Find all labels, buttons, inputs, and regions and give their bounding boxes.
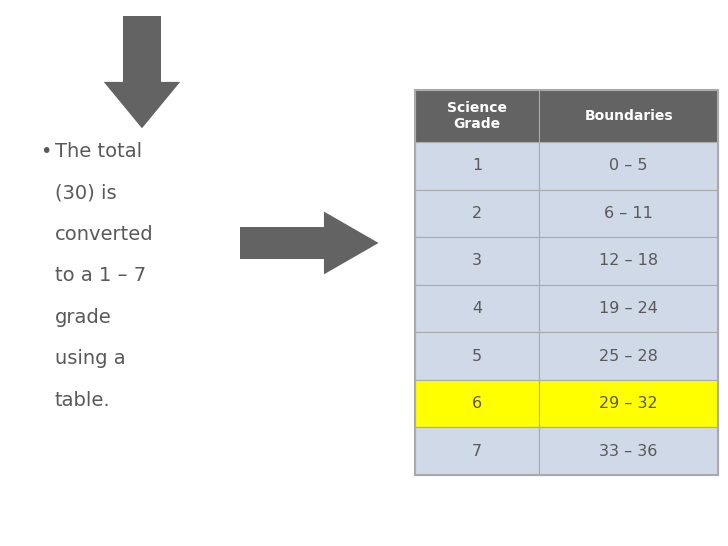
Text: 6 – 11: 6 – 11 <box>604 206 653 221</box>
Text: 29 – 32: 29 – 32 <box>599 396 658 411</box>
Text: 12 – 18: 12 – 18 <box>599 253 658 269</box>
Polygon shape <box>324 211 379 274</box>
Text: 7: 7 <box>472 444 482 459</box>
Bar <box>415 237 539 284</box>
Text: Boundaries: Boundaries <box>585 109 673 123</box>
Polygon shape <box>104 82 181 128</box>
Polygon shape <box>123 16 161 82</box>
Text: 4: 4 <box>472 301 482 316</box>
Polygon shape <box>240 227 324 259</box>
Text: 5: 5 <box>472 348 482 364</box>
Text: 25 – 28: 25 – 28 <box>599 348 658 364</box>
Bar <box>539 333 718 380</box>
Text: The total: The total <box>55 142 142 161</box>
Bar <box>539 237 718 284</box>
Bar <box>539 189 718 237</box>
Bar <box>415 142 539 189</box>
Text: converted: converted <box>55 225 153 244</box>
Text: 33 – 36: 33 – 36 <box>599 444 658 459</box>
Text: table.: table. <box>55 391 110 410</box>
Text: grade: grade <box>55 308 111 327</box>
Bar <box>415 284 539 333</box>
Text: 1: 1 <box>472 158 482 173</box>
Bar <box>415 90 539 142</box>
Bar <box>415 380 539 428</box>
Bar <box>415 189 539 237</box>
Bar <box>539 284 718 333</box>
Bar <box>415 90 718 475</box>
Text: 3: 3 <box>472 253 482 269</box>
Text: using a: using a <box>55 349 125 369</box>
Text: 2: 2 <box>472 206 482 221</box>
Text: to a 1 – 7: to a 1 – 7 <box>55 266 146 286</box>
Bar <box>415 333 539 380</box>
Bar <box>415 428 539 475</box>
Text: (30) is: (30) is <box>55 183 116 203</box>
Text: 6: 6 <box>472 396 482 411</box>
Text: •: • <box>40 142 52 161</box>
Bar <box>539 142 718 189</box>
Bar <box>539 90 718 142</box>
Text: 19 – 24: 19 – 24 <box>599 301 658 316</box>
Bar <box>539 380 718 428</box>
Text: Science
Grade: Science Grade <box>447 101 507 131</box>
Bar <box>539 428 718 475</box>
Text: 0 – 5: 0 – 5 <box>609 158 648 173</box>
